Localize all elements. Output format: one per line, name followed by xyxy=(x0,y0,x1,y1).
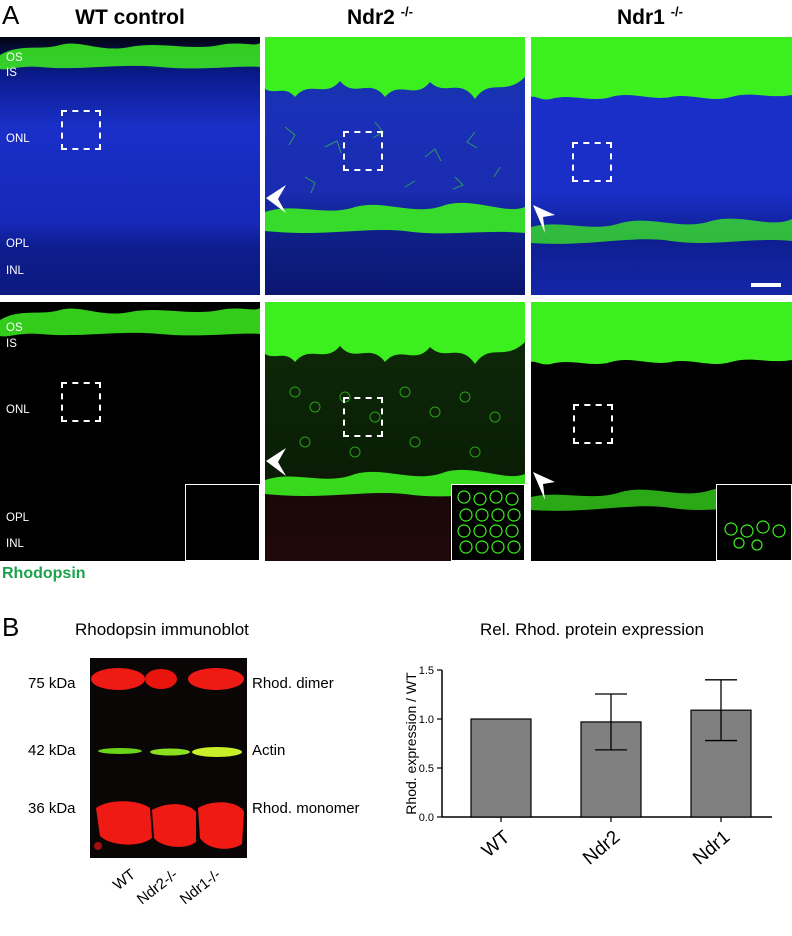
layer-label-inl-top: INL xyxy=(6,265,24,277)
layer-label-onl-top: ONL xyxy=(6,133,30,145)
mw-marker-75: 75 kDa xyxy=(28,675,76,692)
column-title-ndr1: Ndr1 -/- xyxy=(617,4,683,29)
chart-title: Rel. Rhod. protein expression xyxy=(480,620,704,639)
layer-label-opl-top: OPL xyxy=(6,238,30,250)
bar-wt xyxy=(470,718,532,818)
x-tick-label: Ndr2 xyxy=(579,827,624,870)
roi-box-wt-top xyxy=(61,110,101,150)
panel-a-letter: A xyxy=(2,0,20,30)
mw-marker-36: 36 kDa xyxy=(28,800,76,817)
roi-box-ndr2-top xyxy=(343,131,383,171)
x-tick-label: Ndr1 xyxy=(689,827,734,870)
band-label-dimer: Rhod. dimer xyxy=(252,675,334,692)
lane-label-ndr2: Ndr2-/- xyxy=(134,866,182,909)
layer-label-inl-bottom: INL xyxy=(6,538,24,550)
scale-bar xyxy=(751,283,781,287)
lane-label-wt: WT xyxy=(109,866,139,894)
micrograph-wt-merged xyxy=(0,37,260,295)
y-tick-label: 1.5 xyxy=(419,665,434,677)
stain-label-rhodopsin: Rhodopsin xyxy=(2,565,86,582)
band-label-actin: Actin xyxy=(252,742,286,759)
column-title-wt: WT control xyxy=(75,6,185,29)
roi-box-wt-bottom xyxy=(61,382,101,422)
micrograph-ndr2-merged xyxy=(265,37,525,295)
arrowhead-icon xyxy=(266,448,286,476)
zoom-inset-wt xyxy=(185,484,260,561)
roi-box-ndr1-bottom xyxy=(573,404,613,444)
y-axis-label: Rhod. expression / WT xyxy=(403,672,419,815)
roi-box-ndr2-bottom xyxy=(343,397,383,437)
arrowhead-icon xyxy=(266,185,286,213)
y-tick-label: 0.0 xyxy=(419,812,434,824)
band-label-monomer: Rhod. monomer xyxy=(252,800,360,817)
arrowhead-icon xyxy=(533,205,555,233)
panel-b-letter: B xyxy=(2,612,20,642)
arrowhead-icon xyxy=(533,472,555,500)
immunoblot-image xyxy=(90,658,247,858)
x-tick-label: WT xyxy=(478,826,514,861)
lane-label-ndr1: Ndr1-/- xyxy=(177,866,225,909)
layer-label-opl-bottom: OPL xyxy=(6,512,30,524)
layer-label-onl-bottom: ONL xyxy=(6,404,30,416)
layer-label-is-top: IS xyxy=(6,67,17,79)
mw-marker-42: 42 kDa xyxy=(28,742,76,759)
zoom-inset-ndr2 xyxy=(451,484,525,561)
layer-label-is-bottom: IS xyxy=(6,338,17,350)
roi-box-ndr1-top xyxy=(572,142,612,182)
column-title-ndr2: Ndr2 -/- xyxy=(347,4,413,29)
layer-label-os-top: OS xyxy=(6,52,23,64)
y-tick-label: 0.5 xyxy=(419,763,434,775)
blot-title: Rhodopsin immunoblot xyxy=(75,620,249,639)
layer-label-os-bottom: OS xyxy=(6,322,23,334)
micrograph-ndr1-merged xyxy=(531,37,792,295)
zoom-inset-ndr1 xyxy=(716,484,792,561)
y-tick-label: 1.0 xyxy=(419,714,434,726)
